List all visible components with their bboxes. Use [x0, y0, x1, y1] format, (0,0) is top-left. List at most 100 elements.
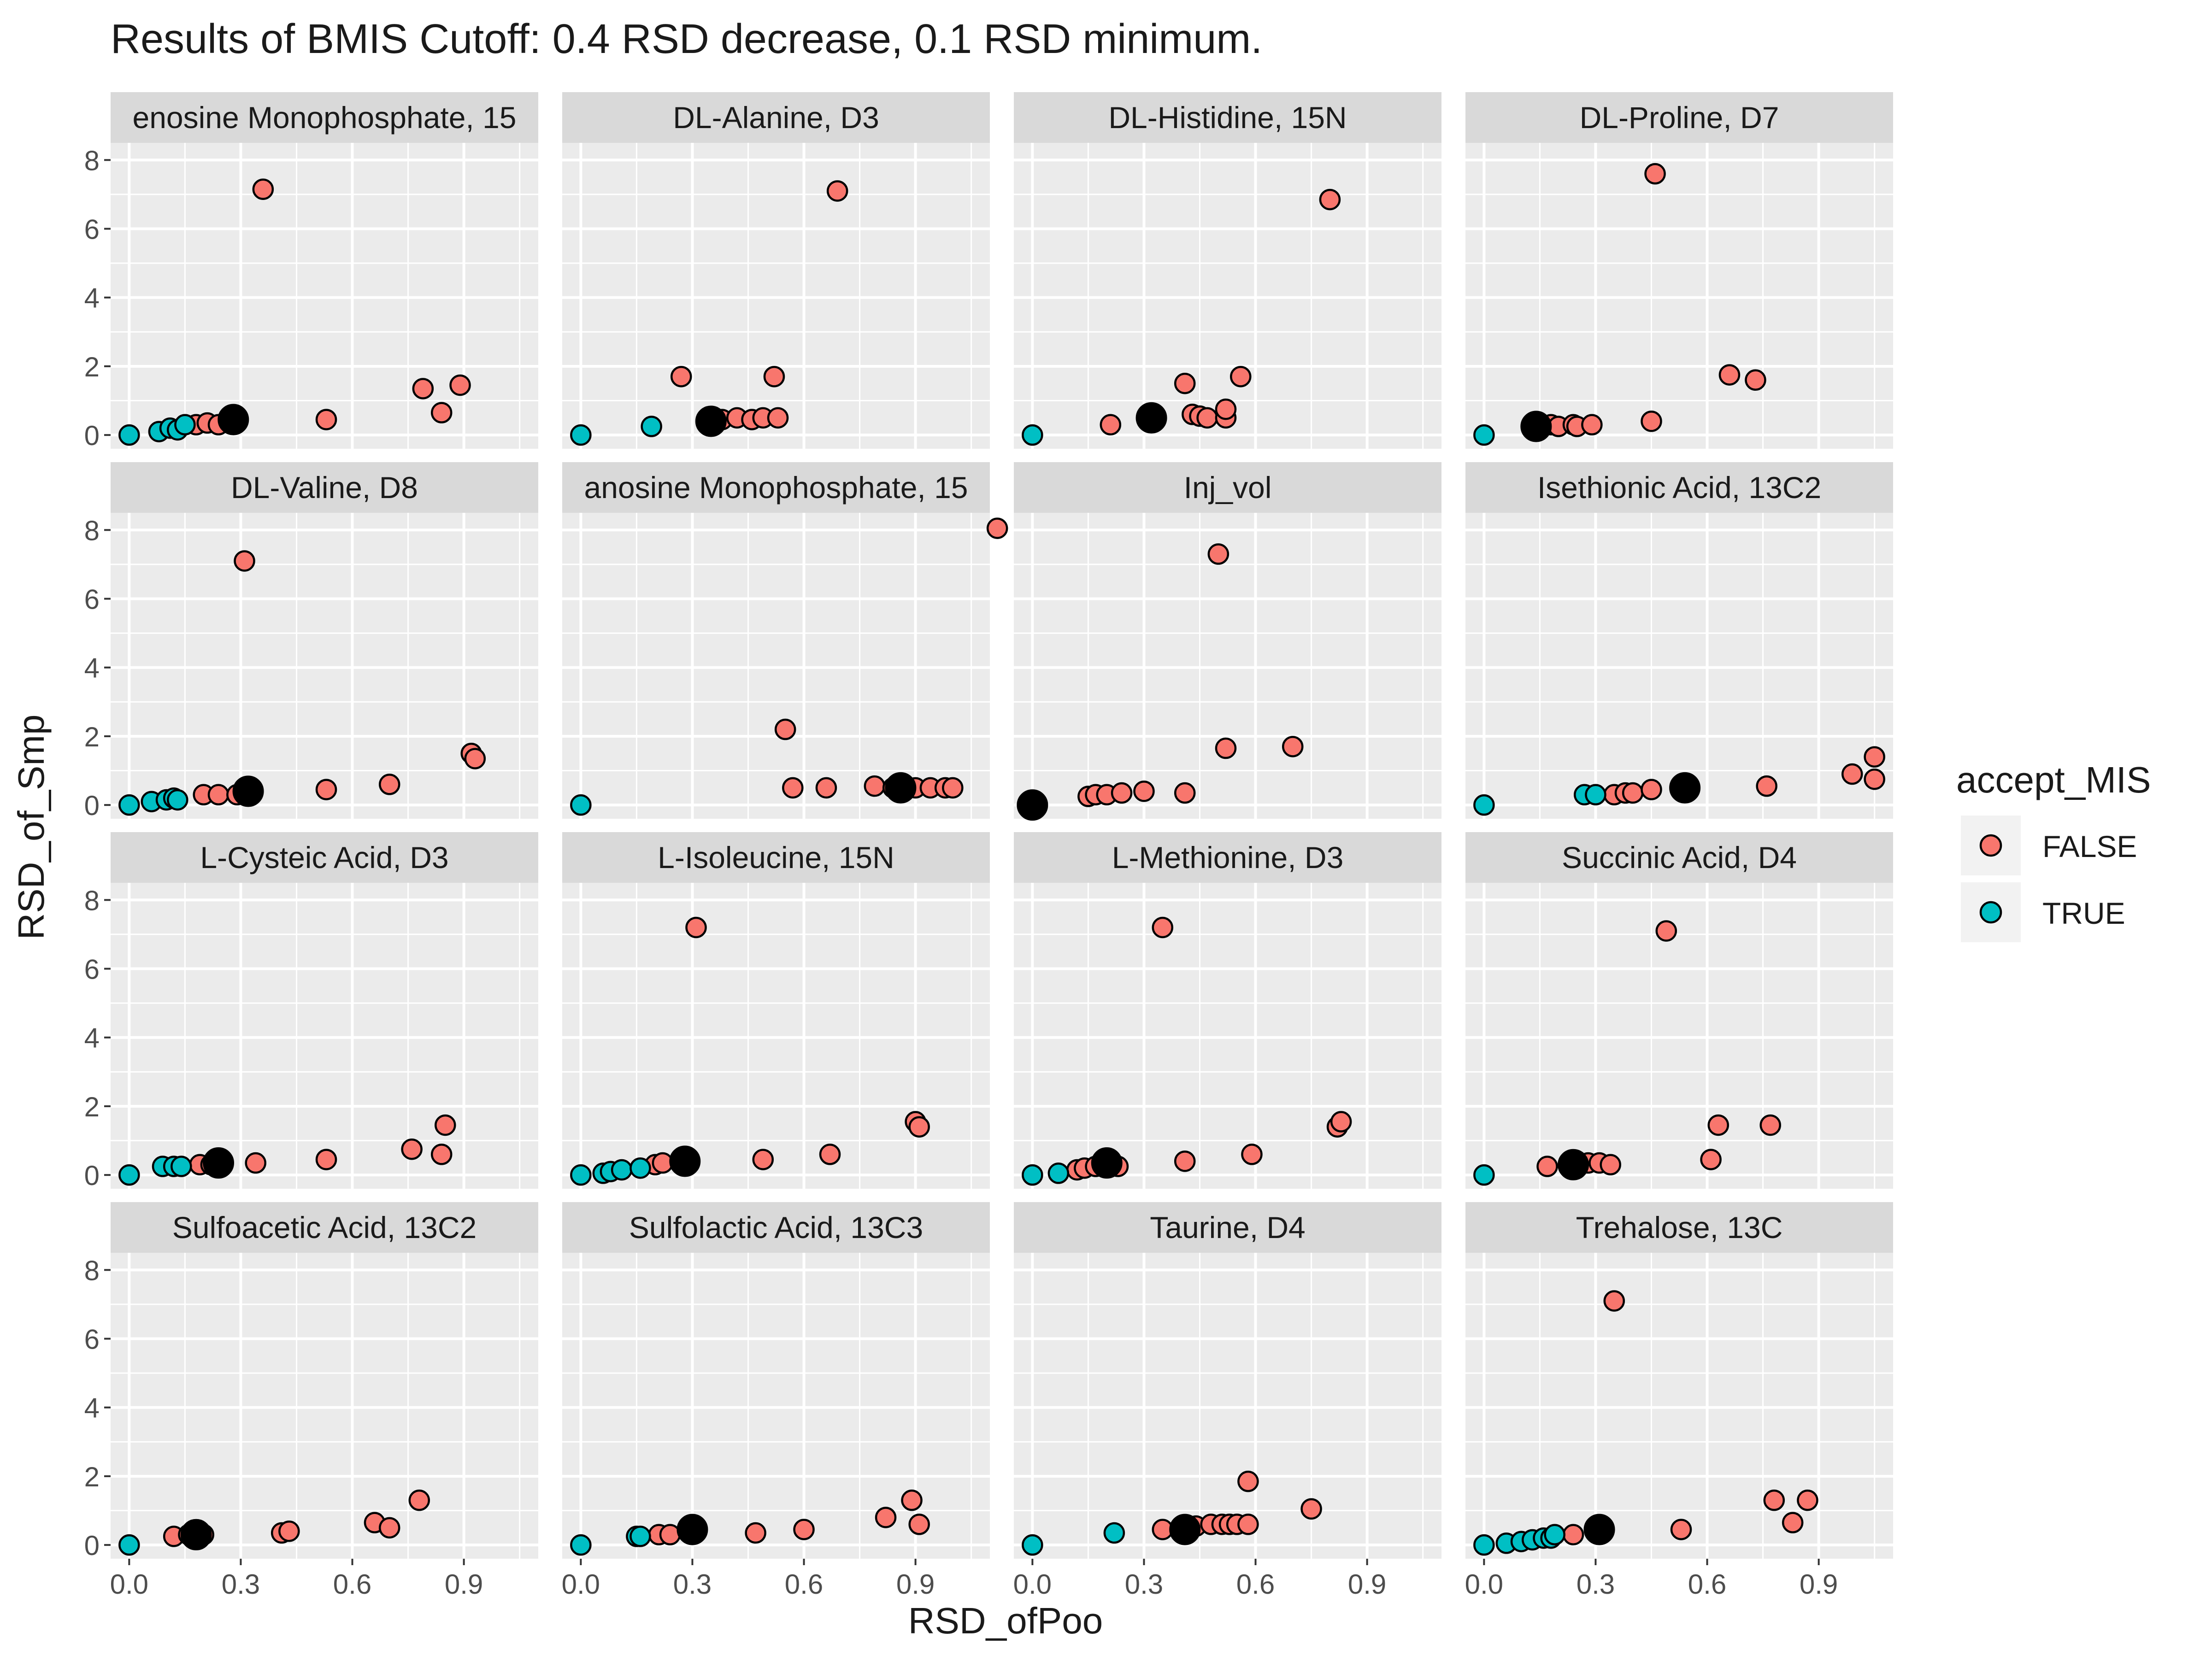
data-point-false — [1670, 1519, 1692, 1540]
facet-strip — [1465, 462, 1893, 513]
data-point-false — [1707, 1114, 1729, 1136]
x-tick-label: 0.0 — [562, 1569, 600, 1600]
data-point-true — [167, 789, 188, 811]
data-point-false — [412, 378, 434, 399]
panel-background — [1014, 883, 1441, 1189]
data-point-true — [118, 424, 140, 446]
data-point-true — [118, 794, 140, 816]
x-tick-label: 0.6 — [785, 1569, 823, 1600]
facet-strip — [111, 1202, 538, 1253]
facet-strip-label: Trehalose, 13C — [1576, 1210, 1783, 1244]
data-point-false — [685, 916, 707, 939]
y-tick-label: 2 — [84, 352, 100, 382]
data-point-false — [826, 180, 848, 202]
x-tick-label: 0.0 — [1013, 1569, 1052, 1600]
data-point-false — [1655, 920, 1677, 942]
data-point-chosen — [1169, 1514, 1201, 1545]
data-point-false — [1756, 775, 1777, 797]
data-point-false — [1207, 543, 1230, 565]
panel-inj-vol: Inj_vol — [1014, 462, 1441, 821]
data-point-false — [1241, 1144, 1263, 1165]
data-point-true — [171, 1156, 192, 1177]
facet-strip — [1465, 832, 1893, 883]
facet-strip-label: Succinic Acid, D4 — [1562, 840, 1797, 875]
data-point-false — [401, 1138, 423, 1160]
facet-strip — [111, 462, 538, 513]
data-point-true — [570, 1164, 592, 1186]
data-point-false — [1841, 763, 1863, 785]
y-tick-label: 8 — [84, 1255, 100, 1286]
data-point-false — [864, 775, 886, 797]
legend-label-false: FALSE — [2042, 829, 2137, 863]
data-point-true — [570, 424, 592, 446]
data-point-true — [1022, 1534, 1043, 1556]
data-point-false — [315, 1149, 337, 1170]
data-point-false — [408, 1489, 430, 1511]
data-point-false — [901, 1489, 923, 1511]
facet-strip — [562, 1202, 990, 1253]
facet-strip — [1014, 92, 1441, 143]
facet-strip — [111, 832, 538, 883]
data-point-false — [245, 1152, 266, 1174]
facet-strip-label: L-Methionine, D3 — [1112, 840, 1344, 875]
y-tick-label: 0 — [84, 420, 100, 451]
x-tick-label: 0.0 — [110, 1569, 148, 1600]
data-point-false — [774, 718, 796, 740]
data-point-false — [1745, 369, 1766, 391]
y-tick-label: 4 — [84, 283, 100, 314]
facet-strip-label: anosine Monophosphate, 15 — [584, 470, 968, 505]
data-point-false — [1718, 364, 1741, 386]
legend-key-true — [1979, 901, 2002, 924]
data-point-true — [1022, 1164, 1043, 1186]
panel-background — [562, 143, 990, 449]
y-tick-label: 2 — [84, 1461, 100, 1492]
data-point-true — [611, 1159, 633, 1181]
data-point-false — [1600, 1154, 1621, 1176]
data-point-true — [1473, 424, 1495, 446]
facet-strip — [562, 92, 990, 143]
data-point-false — [763, 366, 785, 387]
panel-l-cysteic-acid-d3: L-Cysteic Acid, D3 0 2 4 6 8 — [84, 832, 538, 1191]
data-point-false — [1174, 1150, 1196, 1172]
panel-background — [111, 1253, 538, 1559]
data-point-false — [1330, 1111, 1352, 1133]
data-point-false — [908, 1116, 930, 1138]
data-point-true — [570, 794, 592, 816]
panel-background — [111, 883, 538, 1189]
data-point-chosen — [232, 775, 264, 807]
x-tick-label: 0.6 — [333, 1569, 371, 1600]
data-point-chosen — [218, 404, 249, 435]
panel-l-methionine-d3: L-Methionine, D3 — [1014, 832, 1441, 1189]
data-point-false — [1319, 188, 1341, 211]
panel-dl-alanine-d3: DL-Alanine, D3 — [562, 92, 990, 449]
facet-strip-label: Sulfolactic Acid, 13C3 — [629, 1210, 923, 1244]
data-point-true — [1544, 1524, 1565, 1546]
data-point-false — [1641, 779, 1662, 800]
panel-taurine-d4: Taurine, D4 0.0 0.3 0.6 0.9 — [1013, 1202, 1441, 1600]
panel-background — [562, 1253, 990, 1559]
data-point-false — [782, 777, 804, 799]
data-point-false — [1196, 407, 1218, 429]
facet-strip-label: DL-Proline, D7 — [1580, 100, 1779, 135]
data-point-false — [1111, 782, 1133, 804]
data-point-true — [570, 1534, 592, 1556]
data-point-false — [1644, 163, 1666, 185]
data-point-chosen — [1669, 772, 1701, 804]
panel-background — [111, 143, 538, 449]
data-point-false — [1300, 1498, 1322, 1520]
panel-isethionic-acid-13c2: Isethionic Acid, 13C2 — [1465, 462, 1893, 819]
data-point-false — [1282, 736, 1304, 757]
data-point-false — [1174, 372, 1196, 394]
x-tick-label: 0.9 — [1348, 1569, 1386, 1600]
data-point-false — [1100, 414, 1122, 436]
data-point-false — [378, 774, 400, 795]
data-point-chosen — [180, 1519, 212, 1550]
panel-trehalose-13c: Trehalose, 13C 0.0 0.3 0.6 0.9 — [1465, 1202, 1893, 1600]
y-tick-label: 4 — [84, 1393, 100, 1424]
panel-background — [1465, 883, 1893, 1189]
facet-strip-label: Isethionic Acid, 13C2 — [1537, 470, 1821, 505]
data-point-false — [793, 1519, 815, 1540]
data-point-true — [641, 416, 662, 437]
panel-sulfolactic-acid-13c3: Sulfolactic Acid, 13C3 0.0 0.3 0.6 0.9 — [562, 1202, 990, 1600]
facet-strip-label: Taurine, D4 — [1150, 1210, 1306, 1244]
